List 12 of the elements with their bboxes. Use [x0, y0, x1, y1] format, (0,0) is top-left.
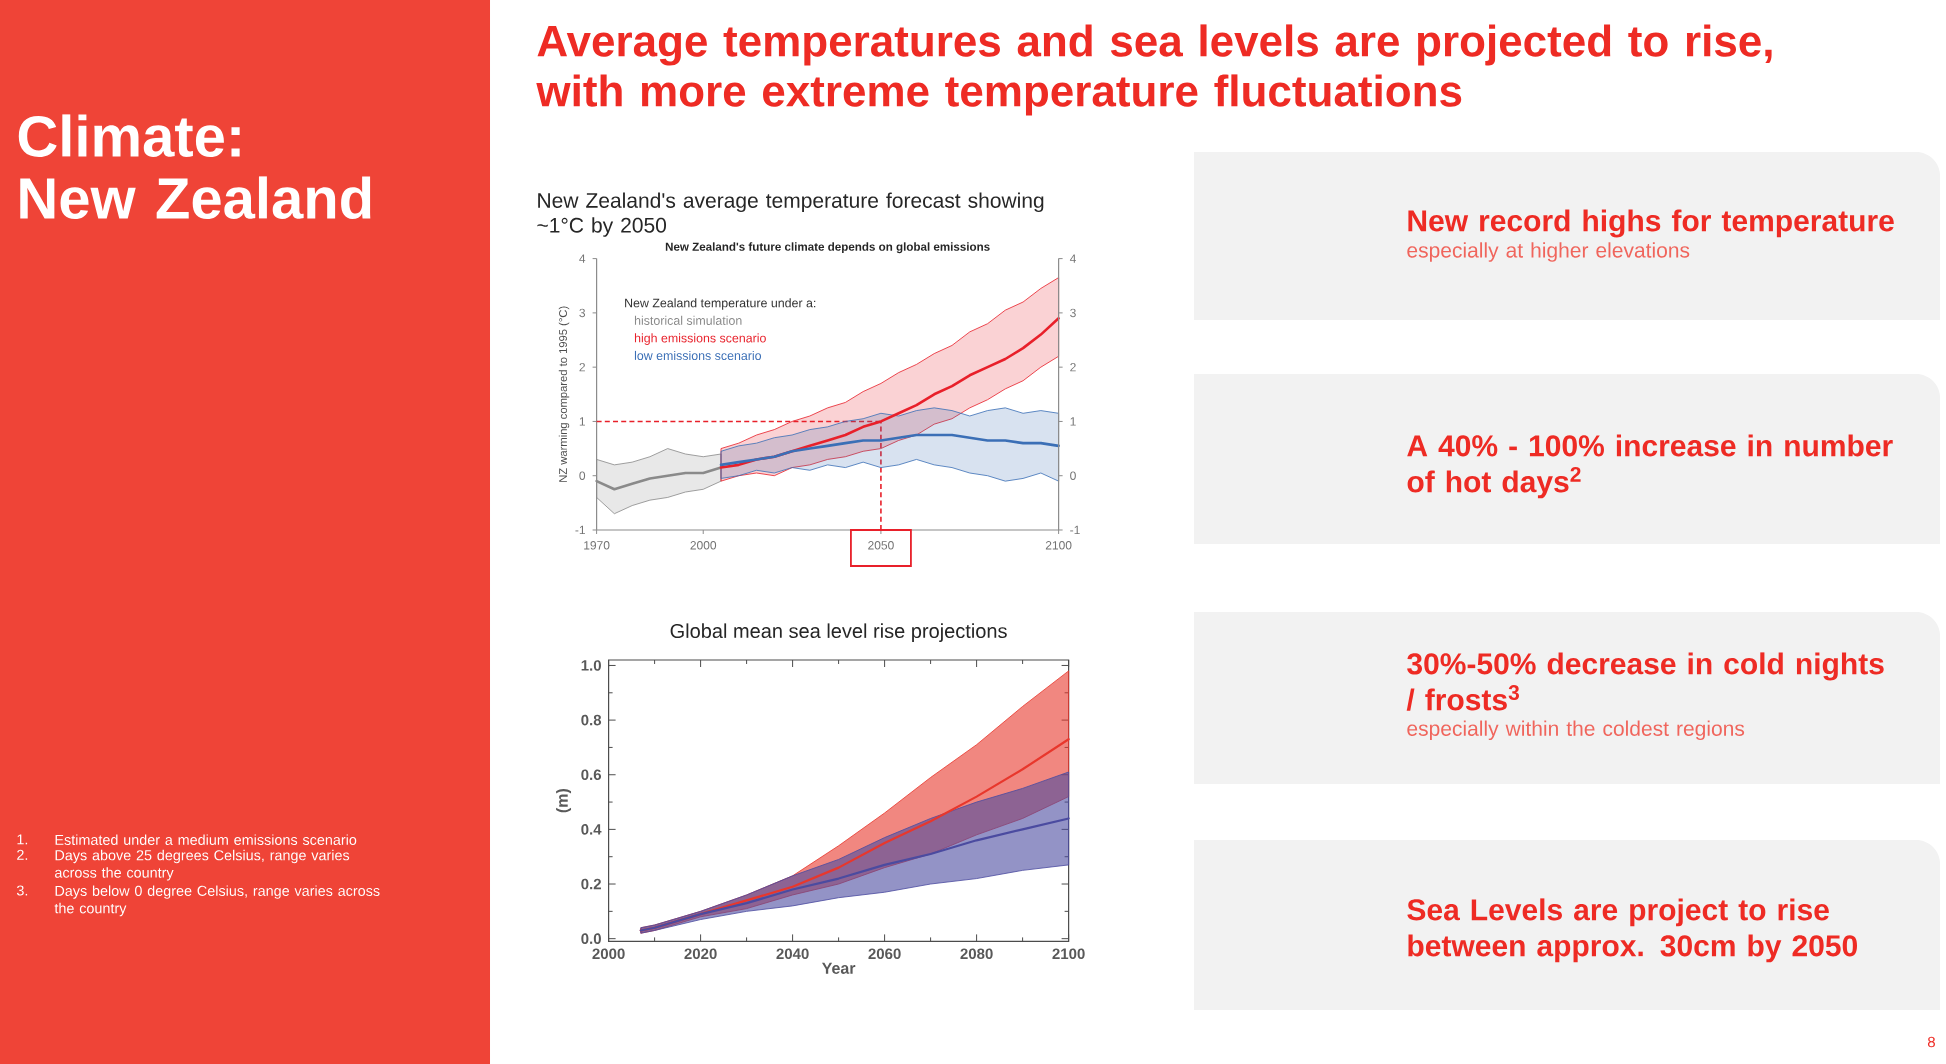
text: Climate: New Zealand: [18, 114, 371, 219]
text: especially within the coldest regions: [1407, 720, 1745, 741]
text: Sea Levels are project to rise between approx. 30cm by 2050: [1407, 898, 1857, 963]
text: 30%-50% decrease in cold nights / frosts$^{3}$: [1406, 652, 1884, 711]
chart-title: Global mean sea level rise projections: [670, 623, 1007, 643]
text: Average temperatures and sea levels are projected to rise, with more extreme temperature fluctuations: [536, 24, 1772, 116]
x-axis-title: Year: [821, 962, 856, 974]
text: especially at higher elevations: [1407, 242, 1690, 262]
chart-title: New Zealand's average temperature forecast showing ~1°C by 2050: [537, 192, 1044, 237]
text: New record highs for temperature: [1408, 209, 1894, 238]
text: A 40% - 100% increase in number of hot days$^{2}$: [1407, 434, 1893, 499]
y-axis-title: (m): [556, 789, 572, 813]
